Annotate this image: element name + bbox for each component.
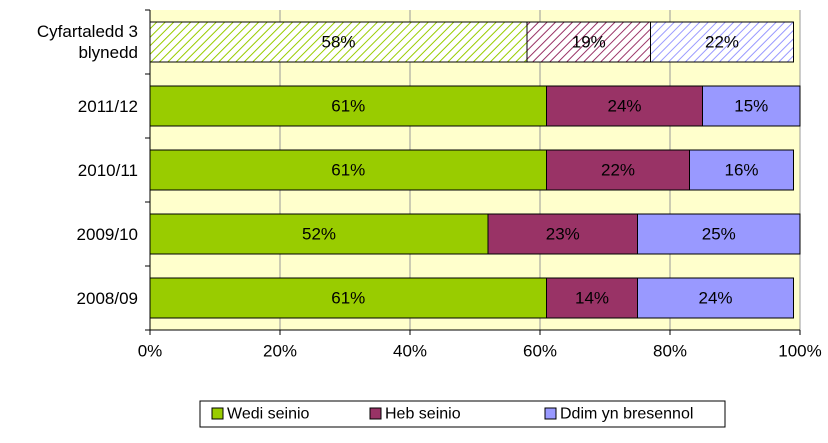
- data-label: 16%: [724, 160, 758, 179]
- legend-label: Ddim yn bresennol: [560, 406, 693, 423]
- y-tick-label: Cyfartaledd 3 blynedd: [36, 22, 138, 62]
- bar-segment: [650, 21, 794, 63]
- bar-segment: [689, 149, 794, 191]
- bar-segment: [702, 85, 801, 127]
- data-label: 23%: [546, 224, 580, 243]
- legend-box: [199, 400, 726, 428]
- data-label: 58%: [321, 32, 355, 51]
- data-label: 61%: [331, 288, 365, 307]
- bar-segment: [546, 149, 690, 191]
- bar-segment: [526, 21, 651, 63]
- data-label: 61%: [331, 96, 365, 115]
- data-label: 22%: [705, 32, 739, 51]
- y-tick-label: 2011/12: [77, 96, 138, 116]
- bar-segment: [546, 85, 703, 127]
- x-tick-label: 100%: [778, 341, 821, 360]
- bar-segment: [149, 21, 528, 63]
- x-tick-label: 60%: [523, 341, 557, 360]
- legend-label: Wedi seinio: [227, 406, 310, 423]
- legend-swatch: [369, 407, 382, 420]
- data-label: 14%: [575, 288, 609, 307]
- y-tick-label: 2008/09: [76, 288, 138, 308]
- x-tick-label: 80%: [653, 341, 687, 360]
- bar-segment: [487, 213, 638, 255]
- data-label: 19%: [572, 32, 606, 51]
- bar-segment: [637, 213, 801, 255]
- x-tick-label: 40%: [393, 341, 427, 360]
- y-tick-label: 2009/10: [76, 224, 138, 244]
- data-label: 25%: [702, 224, 736, 243]
- x-tick-label: 20%: [263, 341, 297, 360]
- bar-segment: [546, 277, 638, 319]
- data-label: 24%: [607, 96, 641, 115]
- bar-segment: [149, 213, 489, 255]
- bar-segment: [149, 149, 547, 191]
- y-tick-label: 2010/11: [77, 160, 138, 180]
- data-label: 61%: [331, 160, 365, 179]
- legend-swatch: [211, 407, 224, 420]
- legend-swatch: [544, 407, 557, 420]
- data-label: 52%: [302, 224, 336, 243]
- legend-label: Heb seinio: [385, 406, 461, 423]
- data-label: 22%: [601, 160, 635, 179]
- bar-segment: [149, 85, 547, 127]
- x-tick-label: 0%: [138, 341, 163, 360]
- data-label: 15%: [734, 96, 768, 115]
- bar-segment: [637, 277, 794, 319]
- data-label: 24%: [698, 288, 732, 307]
- bar-segment: [149, 277, 547, 319]
